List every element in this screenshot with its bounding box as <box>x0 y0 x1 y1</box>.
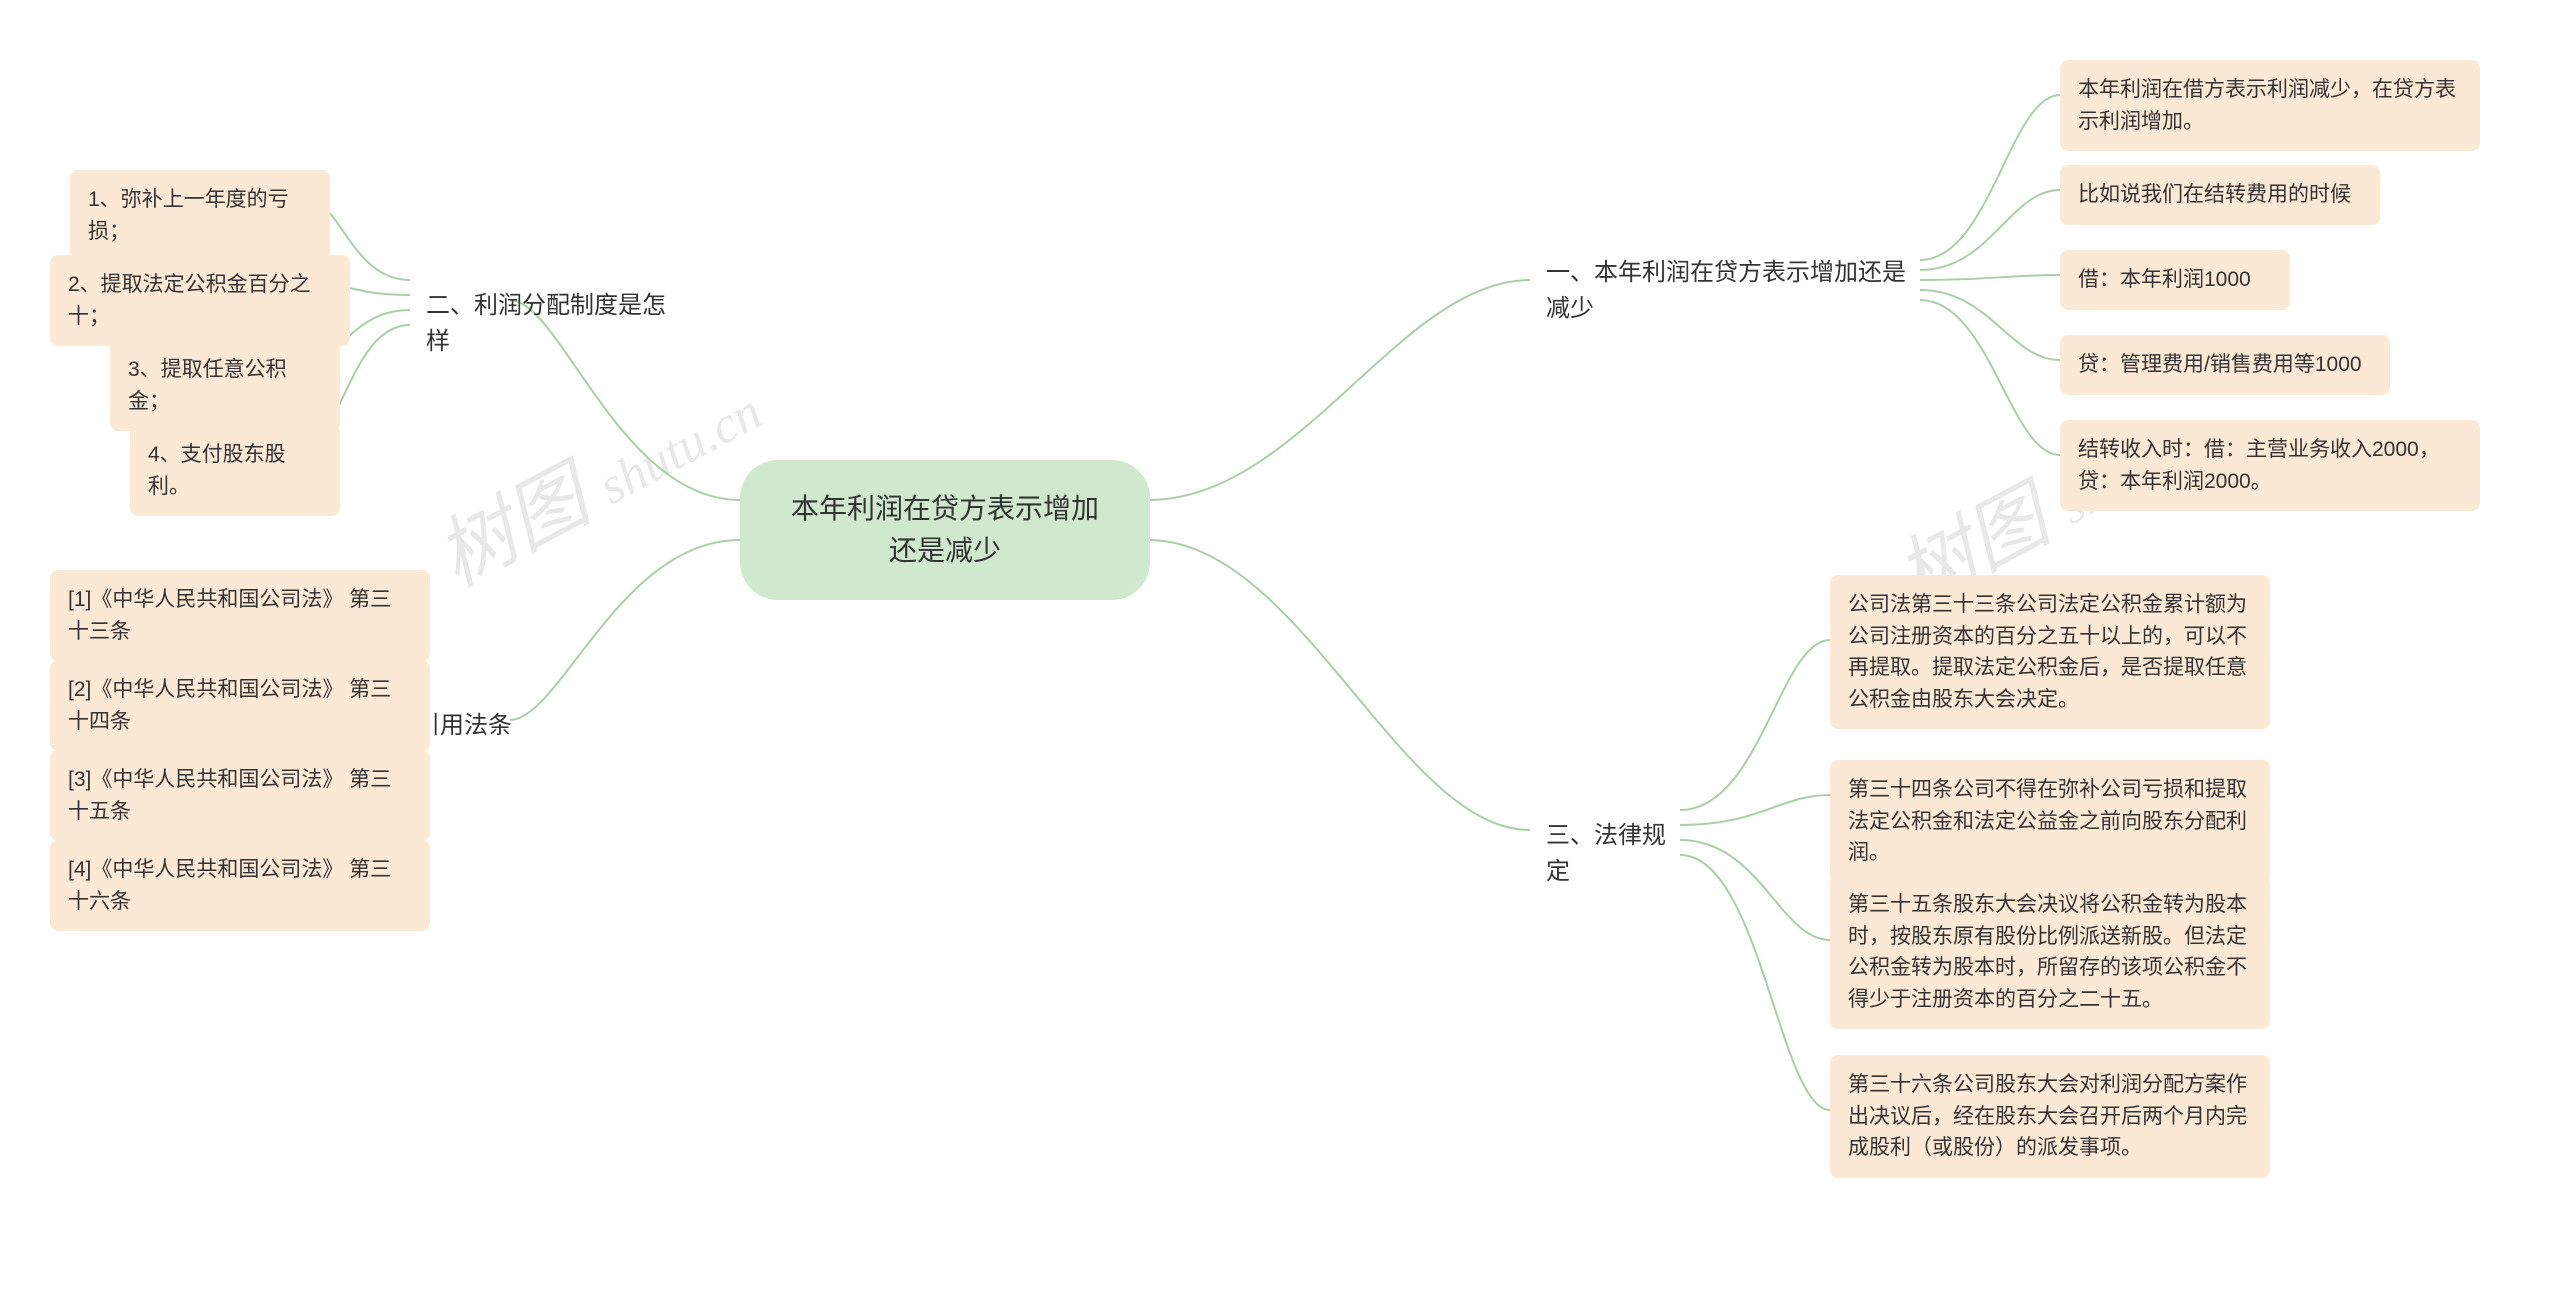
branch-4-leaf-0: [1]《中华人民共和国公司法》 第三十三条 <box>50 570 430 661</box>
branch-4-leaf-1: [2]《中华人民共和国公司法》 第三十四条 <box>50 660 430 751</box>
branch-4-leaf-3: [4]《中华人民共和国公司法》 第三十六条 <box>50 840 430 931</box>
branch-2-leaf-3: 4、支付股东股利。 <box>130 425 340 516</box>
branch-1-leaf-3: 贷：管理费用/销售费用等1000 <box>2060 335 2390 395</box>
branch-1-leaf-4: 结转收入时：借：主营业务收入2000，贷：本年利润2000。 <box>2060 420 2480 511</box>
branch-3-leaf-1: 第三十四条公司不得在弥补公司亏损和提取法定公积金和法定公益金之前向股东分配利润。 <box>1830 760 2270 883</box>
watermark: 树图 shutu.cn <box>414 344 776 607</box>
branch-2-leaf-1: 2、提取法定公积金百分之十； <box>50 255 350 346</box>
branch-2: 二、利润分配制度是怎样 <box>410 278 700 370</box>
branch-3: 三、法律规定 <box>1530 808 1690 900</box>
branch-2-leaf-2: 3、提取任意公积金； <box>110 340 340 431</box>
branch-1: 一、本年利润在贷方表示增加还是减少 <box>1530 245 1930 337</box>
branch-2-label: 二、利润分配制度是怎样 <box>426 292 666 355</box>
branch-4-label: 引用法条 <box>416 712 512 739</box>
branch-3-leaf-0: 公司法第三十三条公司法定公积金累计额为公司注册资本的百分之五十以上的，可以不再提… <box>1830 575 2270 729</box>
branch-1-leaf-2: 借：本年利润1000 <box>2060 250 2290 310</box>
root-title-line1: 本年利润在贷方表示增加 <box>776 488 1114 530</box>
branch-1-label: 一、本年利润在贷方表示增加还是减少 <box>1546 259 1906 322</box>
branch-3-leaf-3: 第三十六条公司股东大会对利润分配方案作出决议后，经在股东大会召开后两个月内完成股… <box>1830 1055 2270 1178</box>
branch-4-leaf-2: [3]《中华人民共和国公司法》 第三十五条 <box>50 750 430 841</box>
branch-2-leaf-0: 1、弥补上一年度的亏损； <box>70 170 330 261</box>
branch-3-leaf-2: 第三十五条股东大会决议将公积金转为股本时，按股东原有股份比例派送新股。但法定公积… <box>1830 875 2270 1029</box>
branch-3-label: 三、法律规定 <box>1546 822 1666 885</box>
branch-1-leaf-1: 比如说我们在结转费用的时候 <box>2060 165 2380 225</box>
root-title-line2: 还是减少 <box>776 530 1114 572</box>
branch-1-leaf-0: 本年利润在借方表示利润减少，在贷方表示利润增加。 <box>2060 60 2480 151</box>
root-node: 本年利润在贷方表示增加 还是减少 <box>740 460 1150 600</box>
mindmap-canvas: 树图 shutu.cn 树图 shutu.cn <box>0 0 2560 1292</box>
